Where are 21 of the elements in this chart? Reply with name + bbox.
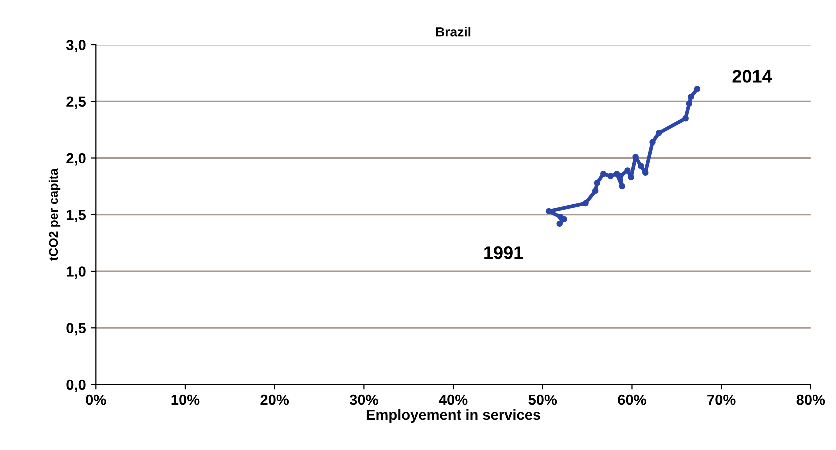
- y-tick-label: 2,5: [66, 96, 86, 110]
- y-tick-label: 1,5: [67, 210, 86, 222]
- y-tick-label: 0,5: [66, 323, 86, 336]
- x-tick-label: 80%: [796, 394, 826, 406]
- y-tick-label: 1,0: [67, 266, 86, 280]
- x-tick-label: 0%: [86, 394, 106, 406]
- x-tick-label: 60%: [618, 394, 646, 406]
- x-tick-label: 10%: [172, 394, 200, 406]
- y-tick-label: 3,0: [66, 40, 86, 53]
- x-tick-label: 70%: [708, 394, 736, 406]
- x-tick-label: 40%: [439, 394, 468, 406]
- x-tick-label: 30%: [350, 394, 378, 406]
- y-tick-label: 0,0: [66, 380, 86, 392]
- annotation: 1991: [484, 246, 524, 260]
- chart-title: Brazil: [436, 27, 471, 37]
- x-tick-label: 50%: [528, 394, 558, 406]
- annotation: 2014: [732, 70, 772, 83]
- x-axis-title: Employement in services: [366, 409, 540, 424]
- y-tick-label: 2,0: [66, 153, 86, 166]
- x-tick-label: 20%: [260, 394, 290, 406]
- y-axis-title: tCO2 per capita: [48, 168, 61, 261]
